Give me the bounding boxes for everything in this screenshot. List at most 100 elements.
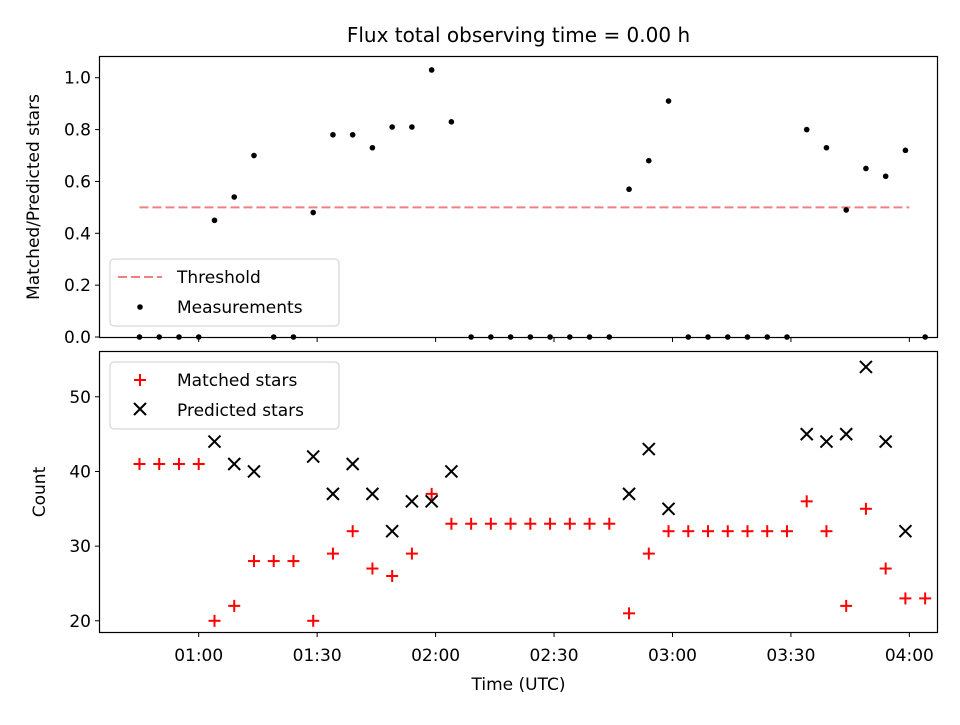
predicted-star-marker-b-11	[622, 487, 636, 501]
predicted-star-marker-b-2	[247, 464, 261, 479]
chart-title: Flux total observing time = 0.00 h	[347, 23, 690, 47]
top-x-ticks	[198, 337, 910, 342]
bottom-plot-area	[133, 360, 932, 627]
x-tick-label-3: 02:30	[530, 646, 579, 666]
predicted-star-marker-b-12	[642, 442, 656, 456]
matched-star-marker-30	[721, 525, 734, 538]
top-legend: Threshold Measurements	[109, 258, 340, 327]
predicted-star-marker-17	[859, 360, 873, 374]
predicted-star-marker-2	[247, 464, 261, 479]
legend-matched-swatch	[134, 374, 146, 386]
matched-star-marker-8	[287, 555, 300, 568]
predicted-star-marker-b-6	[365, 487, 380, 501]
measurement-point-11	[349, 131, 356, 138]
top-y-tick-label-4: 0.8	[64, 121, 91, 141]
matched-star-marker-26	[642, 547, 655, 560]
matched-star-marker-16	[445, 517, 458, 530]
matched-star-marker-11	[346, 525, 359, 538]
top-axes-frame	[98, 55, 939, 339]
matched-star-marker-40	[919, 592, 932, 605]
matched-star-marker-33	[780, 525, 793, 538]
predicted-star-marker-b-10	[444, 464, 459, 479]
bottom-x-axis: 01:00 01:30 02:00 02:30 03:00 03:30 04:00	[174, 632, 934, 666]
matched-star-marker-4	[208, 614, 221, 627]
matched-star-marker-21	[544, 517, 557, 530]
measurement-point-27	[665, 98, 672, 104]
predicted-star-marker-b-1	[227, 457, 241, 471]
predicted-star-marker-b-15	[819, 434, 834, 449]
matched-star-marker-0	[133, 458, 146, 470]
x-tick-label-0: 01:00	[174, 646, 223, 666]
matched-star-marker-31	[741, 525, 754, 538]
measurement-point-39	[902, 147, 909, 154]
matched-star-marker-36	[840, 599, 853, 612]
bottom-legend: Matched stars Predicted stars	[109, 361, 340, 430]
predicted-star-marker-b-8	[405, 494, 419, 509]
top-y-tick-label-0: 0.0	[64, 328, 91, 348]
matched-star-marker-1	[153, 458, 166, 470]
predicted-star-marker-12	[642, 442, 656, 456]
matched-star-marker-34	[800, 495, 813, 508]
top-y-tick-label-1: 0.2	[64, 276, 91, 296]
x-tick-label-1: 01:30	[293, 646, 342, 666]
measurement-point-34	[803, 126, 810, 133]
matched-star-marker-39	[899, 592, 912, 605]
matched-star-marker-3	[192, 458, 205, 470]
matched-star-marker-23	[583, 517, 596, 530]
predicted-star-marker-0	[207, 434, 222, 449]
predicted-star-marker-7	[385, 524, 399, 538]
matched-star-marker-6	[247, 555, 260, 568]
legend-predicted-swatch	[133, 402, 147, 416]
matched-star-marker-35	[820, 525, 833, 538]
matched-star-marker-24	[603, 517, 616, 530]
matched-star-marker-13	[386, 570, 399, 582]
measurement-point-26	[645, 157, 652, 164]
predicted-star-marker-1	[227, 457, 241, 471]
legend-matched-label: Matched stars	[177, 371, 297, 391]
bottom-y-axis: 20 30 40 50	[69, 388, 100, 632]
measurement-point-38	[882, 173, 889, 180]
bottom-y-tick-label-3: 50	[69, 388, 91, 408]
x-tick-label-2: 02:00	[411, 646, 460, 666]
predicted-star-marker-b-5	[345, 457, 360, 471]
matched-star-marker-18	[484, 517, 497, 530]
measurement-point-25	[626, 186, 632, 193]
legend-predicted-label: Predicted stars	[177, 401, 304, 421]
x-tick-label-6: 04:00	[885, 646, 934, 666]
bottom-y-tick-label-0: 20	[69, 612, 91, 632]
predicted-star-marker-b-16	[839, 427, 853, 441]
matched-star-marker-17	[465, 517, 478, 530]
predicted-star-marker-13	[661, 502, 676, 516]
bottom-y-axis-label: Count	[30, 466, 50, 517]
predicted-star-marker-b-9	[424, 494, 439, 509]
legend-threshold-label: Threshold	[176, 268, 261, 288]
predicted-star-marker-b-3	[306, 449, 320, 464]
measurement-point-15	[428, 67, 435, 73]
measurement-point-12	[369, 144, 376, 151]
matched-star-marker-32	[761, 525, 774, 538]
x-axis-label: Time (UTC)	[471, 675, 566, 695]
predicted-star-marker-9	[424, 494, 439, 509]
predicted-star-marker-14	[800, 427, 814, 441]
top-legend-box	[109, 258, 340, 327]
matched-star-marker-9	[307, 614, 320, 627]
matched-star-marker-19	[504, 517, 517, 530]
matched-star-marker-37	[859, 502, 872, 515]
predicted-star-marker-10	[444, 464, 459, 479]
predicted-star-marker-19	[898, 524, 913, 538]
top-y-axis-label: Matched/Predicted stars	[24, 94, 44, 300]
predicted-star-marker-b-19	[898, 524, 913, 538]
matched-star-marker-7	[267, 555, 280, 568]
predicted-star-marker-11	[622, 487, 636, 501]
predicted-star-marker-b-7	[385, 524, 399, 538]
measurement-point-5	[231, 194, 238, 200]
matched-star-marker-10	[326, 547, 339, 560]
measurement-point-14	[409, 124, 415, 130]
top-y-axis: 0.0 0.2 0.4 0.6 0.8 1.0	[64, 69, 100, 348]
predicted-star-marker-5	[345, 457, 360, 471]
predicted-star-marker-b-18	[878, 434, 893, 449]
matched-star-marker-20	[524, 517, 537, 530]
bottom-axes-frame	[98, 350, 939, 634]
